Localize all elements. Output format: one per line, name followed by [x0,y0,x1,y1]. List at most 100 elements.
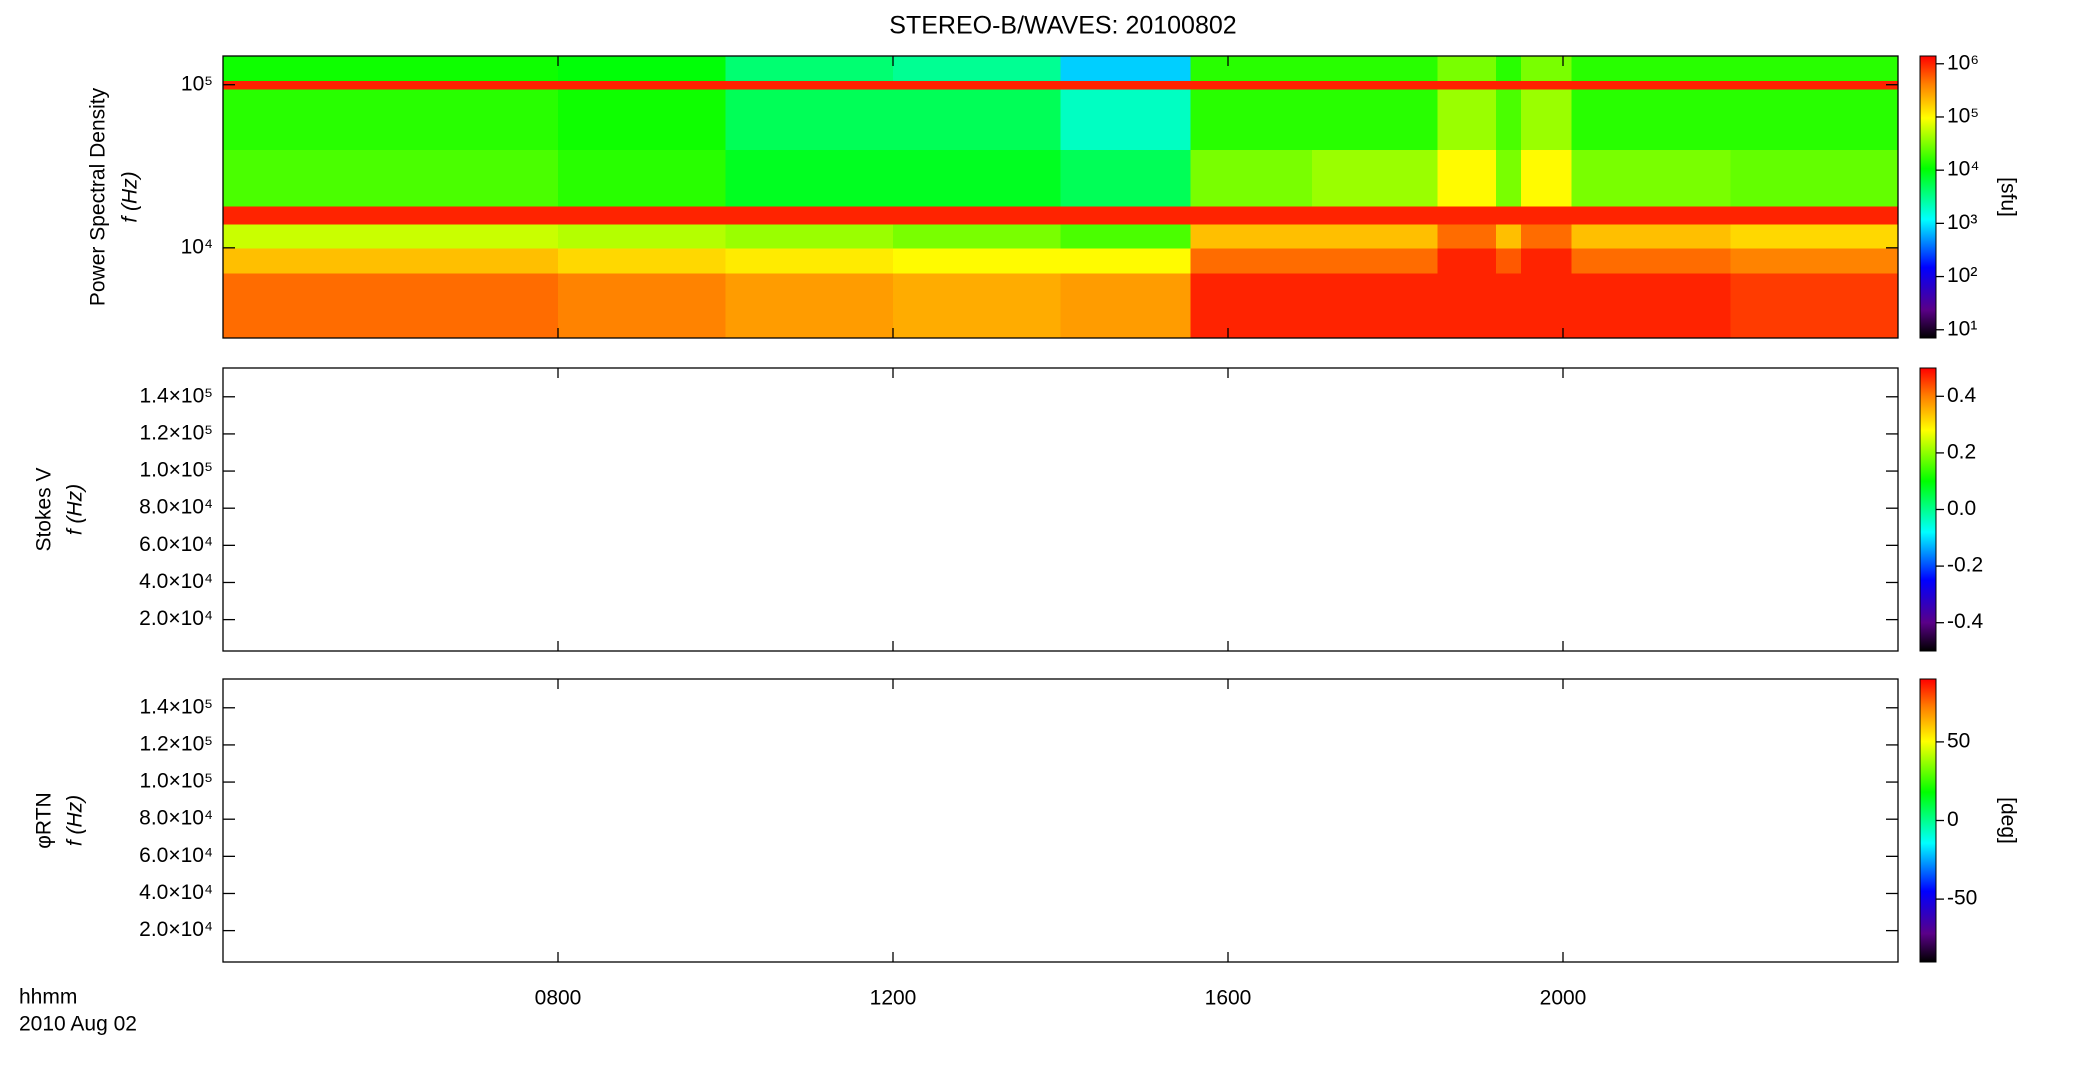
colorbar-tick-label: 10³ [1947,211,1977,234]
heatmap-cell [1311,247,1438,274]
colorbar [1919,55,1937,339]
heatmap-cell [1190,223,1313,249]
heatmap-cell [1730,223,1899,249]
heatmap-cell [558,273,726,339]
heatmap-cell [1060,273,1191,339]
heatmap-cell [1311,206,1438,225]
colorbar-tick-label: 10¹ [1947,317,1977,340]
x-tick-label: 1600 [1205,987,1252,1010]
y-tick-label: 8.0×10⁴ [139,496,213,519]
heatmap-cell [223,206,559,225]
heatmap-cell [893,247,1061,274]
heatmap-cell [725,80,894,90]
heatmap-cell [1496,89,1522,151]
heatmap-cell [1521,206,1572,225]
heatmap-cell [223,89,559,151]
colorbar-tick-label: 0.2 [1947,440,1976,463]
heatmap-cell [1190,149,1313,207]
heatmap-cell [1311,149,1438,207]
heatmap-cell [1571,273,1731,339]
heatmap-cell [1571,80,1731,90]
heatmap-cell [558,206,726,225]
heatmap-cell [223,56,559,82]
x-axis-label: hhmm [19,986,77,1009]
colorbar [1919,678,1937,963]
y-tick-label: 1.4×10⁵ [139,695,213,718]
heatmap-cell [893,80,1061,90]
colorbar-tick-label: 0 [1947,808,1959,831]
heatmap-cell [725,89,894,151]
heatmap-cell [1311,223,1438,249]
heatmap-cell [1571,56,1731,82]
heatmap-cell [1311,80,1438,90]
heatmap-cell [1521,56,1572,82]
heatmap-cell [725,56,894,82]
heatmap-cell [1060,80,1191,90]
heatmap-cell [893,206,1061,225]
heatmap-cell [1496,223,1522,249]
heatmap-cell [1496,56,1522,82]
heatmap-cell [1190,80,1313,90]
y-tick-label: 4.0×10⁴ [139,570,213,593]
heatmap-cell [558,149,726,207]
heatmap-cell [558,80,726,90]
heatmap-cell [1437,273,1497,339]
y-axis-unit: f (Hz) [64,795,87,846]
heatmap-cell [1190,206,1313,225]
colorbar-label: [deg] [1996,797,2019,844]
colorbar-tick-label: 10⁶ [1947,51,1979,74]
heatmap-cell [223,247,559,274]
heatmap-cell [1190,247,1313,274]
heatmap-cell [725,149,894,207]
heatmap-cell [1571,223,1731,249]
heatmap-cell [1521,273,1572,339]
y-tick-label: 1.0×10⁵ [139,770,213,793]
heatmap-cell [558,89,726,151]
colorbar-tick-label: -50 [1947,887,1977,910]
heatmap-cell [1060,89,1191,151]
x-tick-label: 0800 [535,987,582,1010]
heatmap-cell [1437,223,1497,249]
heatmap-cell [893,149,1061,207]
heatmap-cell [1437,247,1497,274]
y-tick-label: 6.0×10⁴ [139,533,213,556]
x-tick-label: 2000 [1540,987,1587,1010]
y-tick-label: 8.0×10⁴ [139,807,213,830]
heatmap-cell [1060,247,1191,274]
y-tick-label: 6.0×10⁴ [139,844,213,867]
heatmap-cell [1521,80,1572,90]
heatmap-cell [1496,273,1522,339]
heatmap-cell [1060,206,1191,225]
heatmap-cell [725,273,894,339]
heatmap-cell [1521,223,1572,249]
heatmap-cell [1496,206,1522,225]
heatmap-cell [1521,247,1572,274]
heatmap-cell [893,273,1061,339]
x-tick-label: 1200 [870,987,917,1010]
heatmap-cell [1437,149,1497,207]
heatmap-cell [1437,206,1497,225]
heatmap-cell [1571,149,1731,207]
colorbar-tick-label: 10⁴ [1947,158,1979,181]
heatmap-cell [725,247,894,274]
heatmap-cell [1190,273,1313,339]
heatmap-cell [893,223,1061,249]
heatmap-cell [1730,206,1899,225]
heatmap-cell [558,247,726,274]
heatmap-cell [1571,206,1731,225]
heatmap-cell [1437,89,1497,151]
heatmap-cell [893,89,1061,151]
heatmap-cell [1060,223,1191,249]
y-tick-label: 1.2×10⁵ [139,732,213,755]
heatmap-cell [558,223,726,249]
plot-frame [222,55,1899,339]
heatmap-cell [1311,56,1438,82]
y-tick-label: 1.2×10⁵ [139,421,213,444]
heatmap-cell [1730,247,1899,274]
y-tick-label: 1.4×10⁵ [139,384,213,407]
heatmap-cell [893,56,1061,82]
y-axis-unit: f (Hz) [64,484,87,535]
heatmap-cell [725,223,894,249]
heatmap-cell [1437,80,1497,90]
